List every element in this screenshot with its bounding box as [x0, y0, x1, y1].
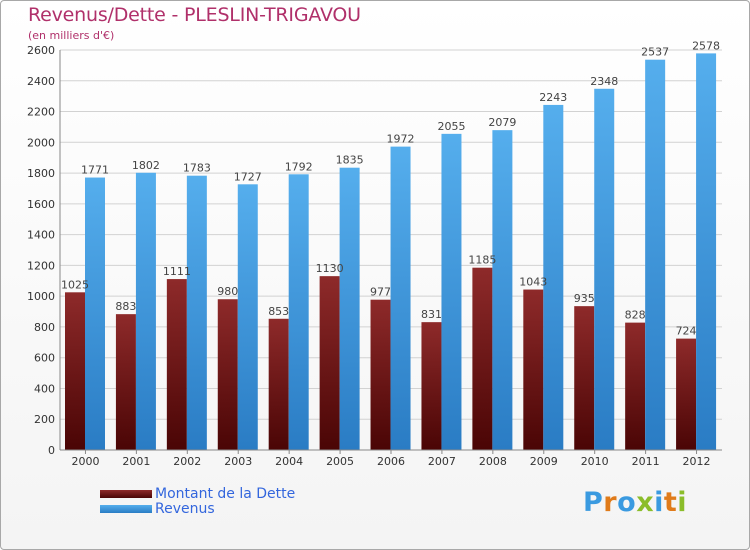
- y-tick-label: 400: [34, 382, 55, 395]
- data-label-dette: 935: [574, 292, 595, 305]
- x-tick-label: 2000: [71, 455, 99, 468]
- x-tick-label: 2007: [428, 455, 456, 468]
- data-label-revenus: 1835: [336, 154, 364, 167]
- y-tick-label: 1000: [27, 290, 55, 303]
- x-tick-label: 2001: [122, 455, 150, 468]
- chart-title: Revenus/Dette - PLESLIN-TRIGAVOU: [28, 4, 361, 26]
- x-tick-label: 2005: [326, 455, 354, 468]
- data-label-dette: 1130: [316, 262, 344, 275]
- y-tick-label: 2000: [27, 136, 55, 149]
- bar-dette: [166, 279, 187, 450]
- bar-revenus: [288, 174, 309, 451]
- logo-letter: t: [663, 487, 678, 518]
- data-label-revenus: 1972: [387, 133, 415, 146]
- data-label-dette: 1025: [61, 278, 89, 291]
- data-label-dette: 980: [217, 285, 238, 298]
- bar-dette: [217, 299, 238, 450]
- bars: [65, 53, 717, 451]
- y-tick-label: 2400: [27, 75, 55, 88]
- bar-revenus: [492, 130, 513, 450]
- data-label-dette: 828: [625, 309, 646, 322]
- bar-revenus: [135, 172, 156, 450]
- bar-revenus: [696, 53, 717, 451]
- bar-dette: [523, 289, 544, 450]
- y-tick-label: 200: [34, 413, 55, 426]
- bar-dette: [625, 322, 646, 450]
- chart-subtitle: (en milliers d'€): [28, 29, 115, 42]
- x-tick-label: 2004: [275, 455, 303, 468]
- y-tick-label: 1400: [27, 229, 55, 242]
- proxiti-logo: Proxiti: [583, 487, 687, 518]
- x-tick-label: 2008: [479, 455, 507, 468]
- data-label-revenus: 1771: [81, 164, 109, 177]
- data-label-dette: 1185: [468, 254, 496, 267]
- data-label-revenus: 2348: [590, 75, 618, 88]
- bar-revenus: [339, 167, 360, 450]
- legend-swatch-dette: [100, 490, 152, 498]
- data-label-revenus: 2578: [692, 39, 720, 52]
- bar-dette: [65, 292, 85, 450]
- bar-dette: [421, 322, 442, 450]
- bar-revenus: [594, 88, 615, 451]
- bar-revenus: [390, 146, 411, 450]
- logo-letter: i: [654, 487, 664, 518]
- data-label-dette: 853: [268, 305, 289, 318]
- x-tick-label: 2011: [632, 455, 660, 468]
- x-tick-label: 2002: [173, 455, 201, 468]
- y-tick-label: 1200: [27, 259, 55, 272]
- logo-letter: P: [583, 487, 604, 518]
- legend-label-dette: Montant de la Dette: [155, 486, 296, 502]
- y-tick-label: 600: [34, 352, 55, 365]
- y-tick-label: 800: [34, 321, 55, 334]
- bar-dette: [676, 338, 697, 450]
- data-label-dette: 1043: [519, 276, 547, 289]
- bar-revenus: [645, 59, 666, 450]
- bar-dette: [370, 299, 391, 450]
- bar-dette: [574, 306, 595, 450]
- logo-letter: r: [603, 487, 618, 518]
- data-label-dette: 1111: [163, 265, 191, 278]
- legend-swatch-revenus: [100, 505, 152, 513]
- data-label-revenus: 2079: [488, 116, 516, 129]
- bar-revenus: [85, 177, 105, 451]
- x-tick-label: 2003: [224, 455, 252, 468]
- bar-revenus: [543, 104, 564, 450]
- legend-label-revenus: Revenus: [155, 501, 215, 517]
- bar-revenus: [237, 184, 258, 451]
- data-label-revenus: 1783: [183, 162, 211, 175]
- bar-revenus: [186, 175, 207, 450]
- data-label-revenus: 2055: [437, 120, 465, 133]
- data-label-revenus: 1802: [132, 159, 160, 172]
- logo-letter: o: [617, 487, 637, 518]
- x-tick-label: 2009: [530, 455, 558, 468]
- logo-letter: i: [677, 487, 688, 518]
- bar-revenus: [441, 133, 462, 450]
- data-labels: 1025 1771 883 1802 1111 1783 980 1727 853 1792 113…: [61, 39, 720, 337]
- data-label-dette: 977: [370, 286, 391, 299]
- bar-dette: [472, 267, 493, 450]
- data-label-revenus: 1727: [234, 170, 262, 183]
- axes: 0 200 400 600 800 1000 1200 1400 1600 1800 2000 220…: [27, 44, 722, 468]
- data-label-dette: 831: [421, 308, 442, 321]
- data-label-revenus: 2243: [539, 91, 567, 104]
- data-label-dette: 883: [115, 300, 136, 313]
- x-tick-label: 2010: [581, 455, 609, 468]
- y-tick-label: 2600: [27, 44, 55, 57]
- y-tick-label: 0: [48, 444, 55, 457]
- bar-dette: [115, 314, 136, 450]
- x-tick-label: 2006: [377, 455, 405, 468]
- bar-dette: [268, 318, 289, 450]
- data-label-revenus: 2537: [641, 46, 669, 59]
- bar-dette: [319, 276, 340, 450]
- y-tick-label: 1800: [27, 167, 55, 180]
- logo-letter: x: [636, 487, 655, 518]
- data-label-revenus: 1792: [285, 160, 313, 173]
- y-tick-label: 2200: [27, 106, 55, 119]
- y-tick-label: 1600: [27, 198, 55, 211]
- data-label-dette: 724: [676, 325, 697, 338]
- x-tick-label: 2012: [683, 455, 711, 468]
